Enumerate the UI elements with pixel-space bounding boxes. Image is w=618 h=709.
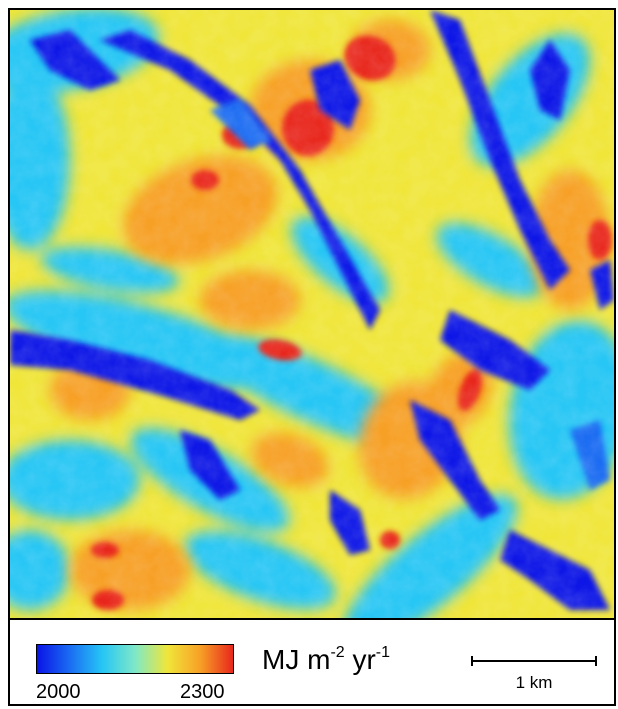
colorbar-max-label: 2300 [180, 681, 225, 703]
radiation-map [10, 10, 614, 618]
scale-bar [471, 656, 597, 666]
scale-bar-line [473, 660, 595, 662]
legend-divider [10, 618, 614, 620]
colorbar [36, 644, 234, 674]
radiation-map-raster [10, 10, 614, 618]
scale-bar-label: 1 km [515, 673, 553, 692]
figure-frame [8, 8, 616, 706]
unit-exp-2: -1 [375, 644, 391, 661]
colorbar-min-label: 2000 [36, 681, 81, 703]
unit-exp-1: -2 [330, 644, 345, 661]
unit-main: MJ m [262, 644, 331, 675]
colorbar-unit: MJ m-2 yr-1 [262, 644, 390, 676]
unit-mid: yr [344, 644, 376, 675]
